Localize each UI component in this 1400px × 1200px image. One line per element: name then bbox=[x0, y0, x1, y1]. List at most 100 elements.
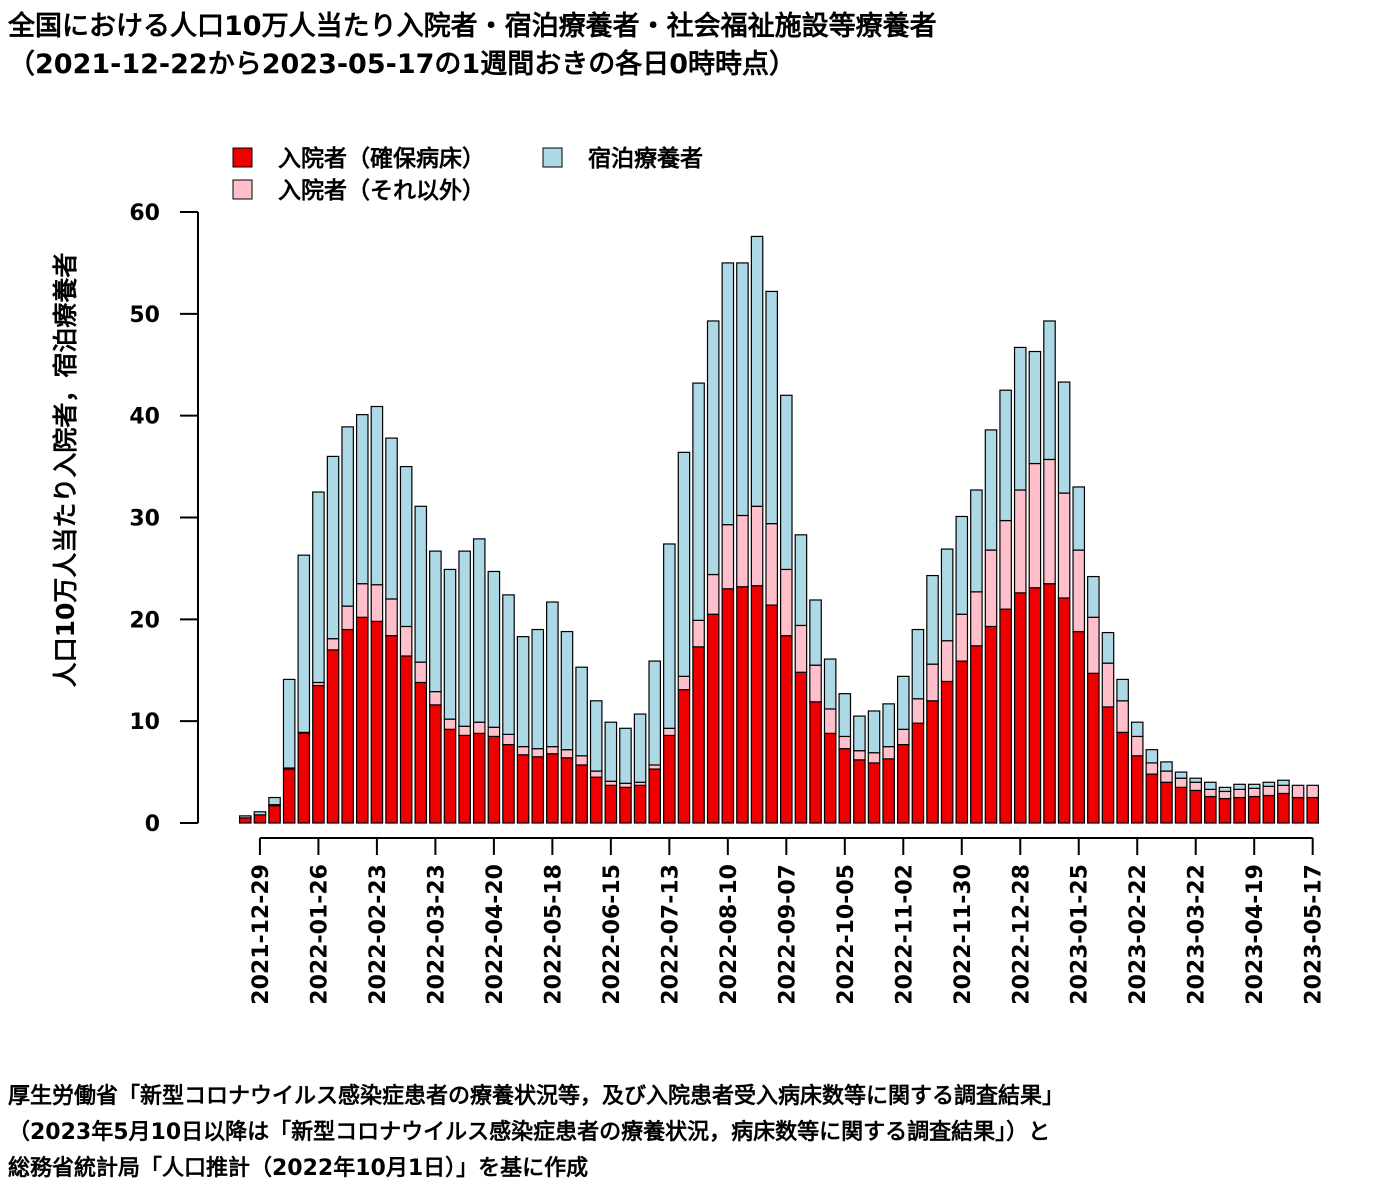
bar-2022-03-30-series-1 bbox=[443, 718, 457, 730]
bar-2022-07-20-series-2 bbox=[677, 451, 691, 677]
bar-2022-08-31-series-0 bbox=[765, 604, 778, 824]
bar-2023-03-01-series-2 bbox=[1145, 749, 1159, 764]
bar-2022-05-25-series-1 bbox=[560, 749, 574, 759]
bar-2022-12-07-series-1 bbox=[970, 591, 983, 647]
bar-2022-04-20-series-2 bbox=[487, 570, 501, 728]
bar-2022-06-01-series-1 bbox=[575, 755, 588, 766]
x-tick-label-2023-01-25: 2023-01-25 bbox=[1068, 864, 1093, 1005]
bar-2023-03-29-series-1 bbox=[1204, 788, 1217, 798]
bar-2022-08-31-series-1 bbox=[765, 523, 778, 606]
bar-2022-08-17-series-1 bbox=[736, 514, 749, 588]
bar-2022-02-02-series-0 bbox=[326, 649, 340, 824]
bar-2022-08-03-series-2 bbox=[706, 320, 720, 576]
bar-2022-07-06-series-0 bbox=[648, 768, 662, 824]
chart-title-line-1: 全国における人口10万人当たり入院者・宿泊療養者・社会福祉施設等療養者 bbox=[8, 11, 937, 42]
bar-2023-02-01-series-0 bbox=[1087, 672, 1100, 824]
bar-2022-03-09-series-1 bbox=[399, 625, 413, 657]
bar-2022-01-12-series-0 bbox=[282, 768, 296, 824]
bar-2022-11-30-series-1 bbox=[955, 613, 969, 662]
bar-2023-03-22-series-2 bbox=[1189, 777, 1203, 783]
bar-2022-04-20-series-0 bbox=[487, 735, 501, 824]
bar-2023-04-12-series-0 bbox=[1233, 796, 1246, 824]
bar-2022-11-16-series-0 bbox=[926, 700, 939, 824]
bar-2022-05-11-series-0 bbox=[531, 756, 545, 824]
bar-2022-06-22-series-0 bbox=[619, 786, 632, 824]
x-tick-label-2023-05-17: 2023-05-17 bbox=[1302, 864, 1327, 1005]
bar-2022-08-24-series-2 bbox=[750, 235, 764, 507]
x-tick-label-2022-11-02: 2022-11-02 bbox=[892, 864, 917, 1005]
bar-2022-04-27-series-1 bbox=[502, 733, 515, 746]
bar-2022-05-18-series-0 bbox=[546, 753, 559, 824]
bar-2022-09-21-series-0 bbox=[809, 701, 822, 824]
bar-2022-03-16-series-0 bbox=[414, 681, 428, 824]
bar-2022-12-28-series-0 bbox=[1013, 592, 1027, 824]
bar-2023-01-11-series-2 bbox=[1043, 320, 1056, 461]
y-tick-label-60: 60 bbox=[129, 201, 160, 226]
bar-2022-05-04-series-2 bbox=[516, 636, 530, 748]
bar-2022-12-28-series-1 bbox=[1013, 489, 1027, 594]
bar-2022-10-12-series-1 bbox=[853, 750, 866, 761]
bar-2022-02-23-series-1 bbox=[370, 584, 384, 622]
bar-2022-05-25-series-2 bbox=[560, 630, 574, 751]
bar-2022-05-11-series-1 bbox=[531, 748, 545, 758]
bar-2022-08-17-series-0 bbox=[736, 586, 749, 824]
bar-2022-02-23-series-0 bbox=[370, 620, 384, 824]
bar-2022-05-04-series-0 bbox=[516, 754, 530, 824]
legend-swatch-hotel-recuperation bbox=[542, 147, 563, 168]
bar-2022-04-27-series-0 bbox=[502, 743, 515, 824]
chart-title-line-2: （2021-12-22から2023-05-17の1週間おきの各日0時時点） bbox=[8, 49, 796, 80]
bar-2022-01-19-series-0 bbox=[297, 732, 311, 824]
bar-2022-09-28-series-2 bbox=[823, 658, 837, 710]
bar-2022-02-16-series-2 bbox=[355, 414, 369, 585]
legend-label-hospitalized-secured: 入院者（確保病床） bbox=[278, 145, 485, 172]
x-tick-label-2022-02-23: 2022-02-23 bbox=[366, 864, 391, 1005]
bar-2022-07-20-series-1 bbox=[677, 675, 691, 691]
legend-swatch-hospitalized-secured bbox=[232, 147, 253, 168]
bar-2022-04-06-series-0 bbox=[458, 734, 471, 824]
bar-2022-10-26-series-2 bbox=[882, 703, 895, 748]
bar-2022-08-10-series-2 bbox=[721, 262, 735, 526]
x-tick-label-2022-04-20: 2022-04-20 bbox=[483, 864, 508, 1005]
stacked-bar-chart: 0 10 20 30 40 50 60 2021-12-29 2022-01-26 2022-0… bbox=[51, 145, 1327, 1005]
bars-group bbox=[239, 235, 1319, 824]
bar-2022-08-17-series-2 bbox=[736, 262, 749, 517]
bar-2022-11-09-series-0 bbox=[911, 722, 925, 824]
bar-2023-01-04-series-0 bbox=[1028, 587, 1042, 824]
bar-2022-02-09-series-2 bbox=[341, 426, 354, 607]
bar-2022-06-01-series-0 bbox=[575, 764, 588, 824]
bar-2022-02-02-series-2 bbox=[326, 455, 340, 640]
bar-2022-07-06-series-1 bbox=[648, 764, 662, 770]
bar-2023-03-22-series-0 bbox=[1189, 789, 1203, 824]
bar-2022-11-23-series-0 bbox=[940, 680, 954, 824]
bar-2022-09-21-series-1 bbox=[809, 664, 822, 703]
y-tick-label-10: 10 bbox=[129, 710, 160, 735]
bar-2022-02-09-series-0 bbox=[341, 628, 354, 824]
bar-2022-01-19-series-2 bbox=[297, 554, 311, 733]
bar-2022-10-26-series-0 bbox=[882, 758, 895, 824]
bar-2022-06-15-series-2 bbox=[604, 721, 618, 782]
bar-2022-10-05-series-2 bbox=[838, 693, 852, 738]
bar-2022-09-14-series-0 bbox=[794, 671, 808, 824]
bar-2022-01-05-series-2 bbox=[268, 796, 281, 806]
bar-2022-03-23-series-0 bbox=[429, 704, 442, 824]
x-tick-label-2022-11-30: 2022-11-30 bbox=[951, 864, 976, 1005]
bar-2022-09-28-series-1 bbox=[823, 708, 837, 734]
bar-2023-01-25-series-0 bbox=[1072, 630, 1086, 824]
bar-2023-04-26-series-2 bbox=[1262, 781, 1276, 787]
bar-2022-10-12-series-0 bbox=[853, 759, 866, 824]
y-tick-label-20: 20 bbox=[129, 608, 160, 633]
bar-2022-08-03-series-0 bbox=[706, 613, 720, 824]
bar-2022-03-09-series-0 bbox=[399, 655, 413, 824]
bar-2023-01-04-series-1 bbox=[1028, 462, 1042, 589]
source-note-line-3: 総務省統計局「人口推計（2022年10月1日）」を基に作成 bbox=[8, 1156, 589, 1181]
bar-2022-11-16-series-2 bbox=[926, 574, 939, 665]
bar-2022-03-23-series-1 bbox=[429, 691, 442, 706]
bar-2022-02-02-series-1 bbox=[326, 638, 340, 651]
bar-2022-07-06-series-2 bbox=[648, 660, 662, 766]
bar-2021-12-29-series-2 bbox=[253, 811, 267, 816]
bar-2022-11-30-series-2 bbox=[955, 515, 969, 615]
bar-2022-04-06-series-2 bbox=[458, 550, 471, 727]
bar-2022-09-07-series-2 bbox=[780, 394, 793, 571]
bar-2022-07-13-series-1 bbox=[663, 727, 676, 737]
bar-2022-04-20-series-1 bbox=[487, 726, 501, 738]
